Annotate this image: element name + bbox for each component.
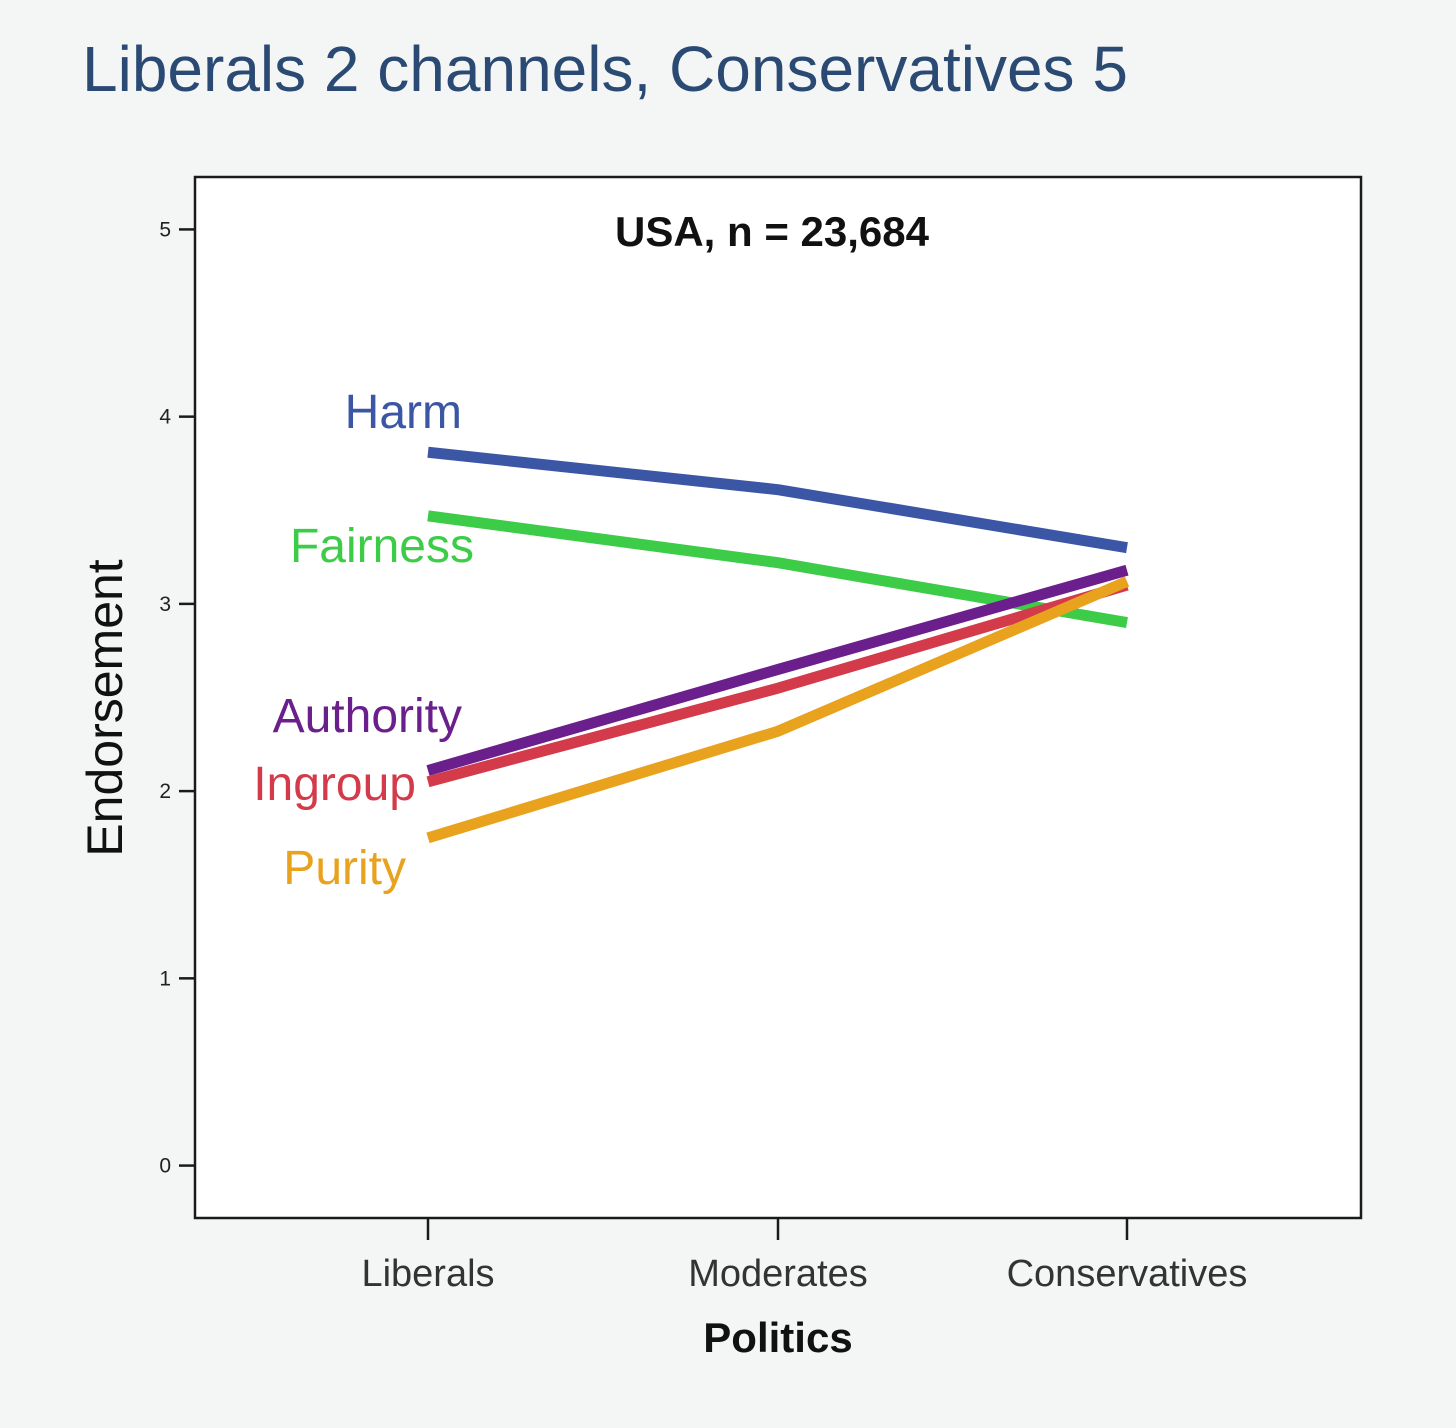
series-line-harm	[427, 446, 1128, 554]
plot-frame	[193, 175, 1363, 1220]
series-line-purity	[426, 576, 1130, 844]
x-axis: Liberals Moderates Conservatives	[361, 1218, 1247, 1295]
x-tick-label: Conservatives	[1007, 1253, 1248, 1295]
x-axis-label: Politics	[703, 1314, 852, 1361]
slide-title: Liberals 2 channels, Conservatives 5	[82, 33, 1128, 105]
series-line-ingroup	[426, 579, 1129, 788]
y-tick-label: 4	[159, 406, 171, 429]
series-label-purity: Purity	[283, 842, 406, 895]
x-tick-label: Moderates	[688, 1253, 868, 1295]
x-tick-label: Liberals	[361, 1253, 494, 1295]
y-tick-label: 2	[159, 780, 171, 803]
y-axis-label: Endorsement	[77, 559, 133, 856]
y-tick-label: 3	[159, 593, 171, 616]
series-line-authority	[426, 564, 1129, 776]
chart-title: USA, n = 23,684	[615, 208, 930, 255]
series-label-ingroup: Ingroup	[253, 758, 416, 811]
series-label-fairness: Fairness	[290, 520, 474, 573]
series-label-harm: Harm	[345, 386, 462, 439]
series-lines	[426, 446, 1130, 844]
y-tick-label: 0	[159, 1155, 171, 1178]
y-tick-label: 1	[159, 967, 171, 990]
series-labels: Harm Fairness Authority Ingroup Purity	[253, 386, 474, 895]
y-axis: 0 1 2 3 4 5	[159, 218, 195, 1178]
series-label-authority: Authority	[273, 690, 462, 743]
y-tick-label: 5	[159, 218, 171, 241]
